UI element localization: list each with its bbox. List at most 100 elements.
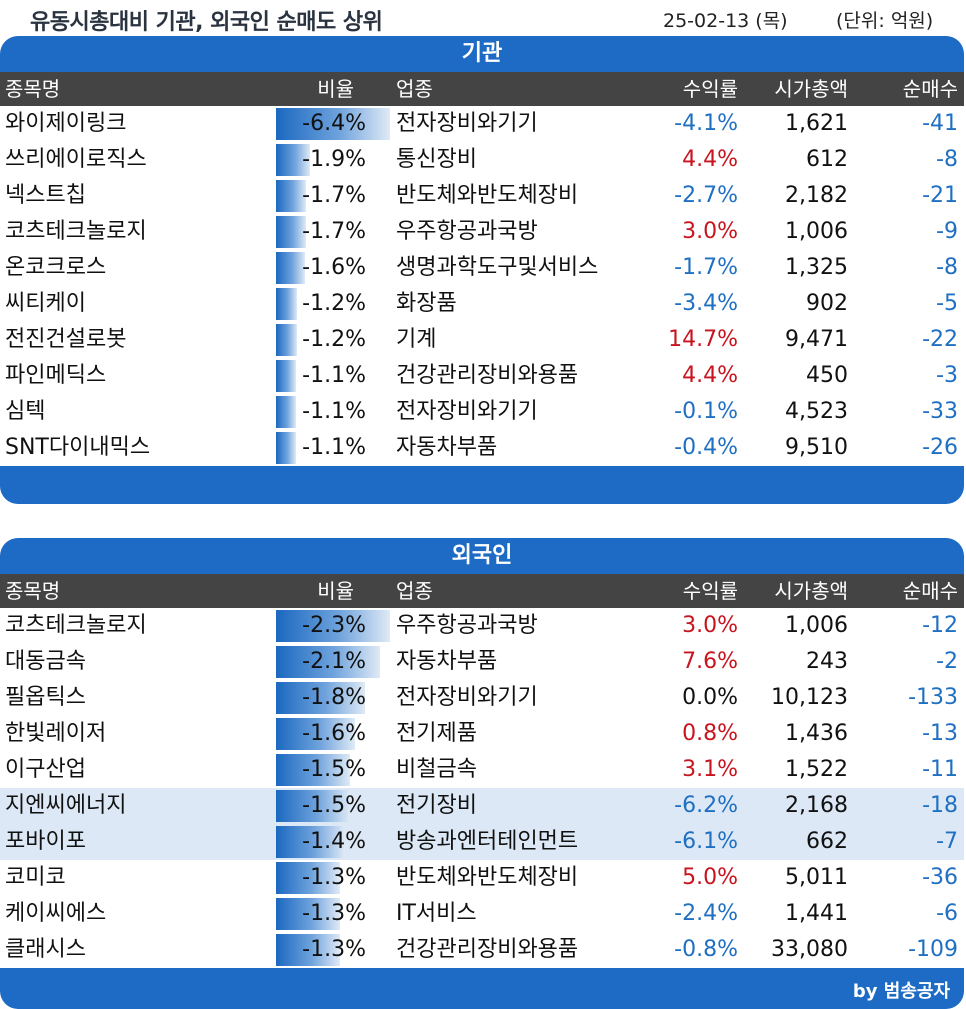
market-cap: 1,522 xyxy=(785,757,848,782)
market-cap: 902 xyxy=(806,291,848,316)
ratio-cell: -1.9% xyxy=(276,142,390,178)
industry: 전자장비와기기 xyxy=(396,111,538,136)
return-value: -3.4% xyxy=(674,291,738,316)
net-buy: -13 xyxy=(922,721,958,746)
net-buy: -3 xyxy=(936,363,958,388)
market-cap: 33,080 xyxy=(771,937,848,962)
panel-footer xyxy=(0,466,964,500)
credit-text: by 범송공자 xyxy=(852,981,950,1002)
header-net: 순매수 xyxy=(902,77,958,101)
ratio-cell: -1.3% xyxy=(276,932,390,968)
table-row: 심텍 -1.1% 전자장비와기기 -0.1% 4,523 -33 xyxy=(0,394,964,430)
header-net: 순매수 xyxy=(902,579,958,603)
table-row: 온코크로스 -1.6% 생명과학도구및서비스 -1.7% 1,325 -8 xyxy=(0,250,964,286)
institution-panel: 기관 종목명 비율 업종 수익률 시가총액 순매수 와이제이링크 -6.4% 전자장… xyxy=(0,36,964,504)
return-value: -6.1% xyxy=(674,829,738,854)
table-row: 대동금속 -2.1% 자동차부품 7.6% 243 -2 xyxy=(0,644,964,680)
market-cap: 1,006 xyxy=(785,613,848,638)
ratio-bar xyxy=(276,180,307,212)
header-cap: 시가총액 xyxy=(774,579,848,603)
net-buy: -33 xyxy=(922,399,958,424)
table-row: 포바이포 -1.4% 방송과엔터테인먼트 -6.1% 662 -7 xyxy=(0,824,964,860)
market-cap: 9,510 xyxy=(785,435,848,460)
market-cap: 2,168 xyxy=(785,793,848,818)
ratio-bar xyxy=(276,826,346,858)
ratio-cell: -1.4% xyxy=(276,824,390,860)
table-row: 코츠테크놀로지 -1.7% 우주항공과국방 3.0% 1,006 -9 xyxy=(0,214,964,250)
ratio-cell: -6.4% xyxy=(276,106,390,142)
ratio-cell: -1.2% xyxy=(276,322,390,358)
table-header: 종목명 비율 업종 수익률 시가총액 순매수 xyxy=(0,574,964,608)
return-value: -6.2% xyxy=(674,793,738,818)
market-cap: 2,182 xyxy=(785,183,848,208)
table-row: 코미코 -1.3% 반도체와반도체장비 5.0% 5,011 -36 xyxy=(0,860,964,896)
industry: 전자장비와기기 xyxy=(396,685,538,710)
industry: 건강관리장비와용품 xyxy=(396,363,579,388)
ratio-cell: -2.3% xyxy=(276,608,390,644)
ratio-value: -1.2% xyxy=(302,291,366,316)
stock-name: SNT다이내믹스 xyxy=(5,435,151,460)
net-buy: -9 xyxy=(936,219,958,244)
header-name: 종목명 xyxy=(5,579,61,603)
stock-name: 넥스트칩 xyxy=(5,183,86,208)
ratio-cell: -1.5% xyxy=(276,788,390,824)
ratio-bar xyxy=(276,108,390,140)
table-body: 코츠테크놀로지 -2.3% 우주항공과국방 3.0% 1,006 -12 대동금속 -2.1%… xyxy=(0,608,964,968)
table-row: SNT다이내믹스 -1.1% 자동차부품 -0.4% 9,510 -26 xyxy=(0,430,964,466)
stock-name: 전진건설로봇 xyxy=(5,327,127,352)
industry: 기계 xyxy=(396,327,437,352)
stock-name: 파인메딕스 xyxy=(5,363,107,388)
ratio-bar xyxy=(276,898,341,930)
return-value: -2.7% xyxy=(674,183,738,208)
ratio-value: -6.4% xyxy=(302,111,366,136)
ratio-value: -1.1% xyxy=(302,399,366,424)
stock-name: 이구산업 xyxy=(5,757,86,782)
net-buy: -133 xyxy=(908,685,958,710)
ratio-value: -1.7% xyxy=(302,219,366,244)
return-value: 0.0% xyxy=(682,685,738,710)
market-cap: 612 xyxy=(806,147,848,172)
ratio-cell: -1.7% xyxy=(276,214,390,250)
ratio-cell: -1.8% xyxy=(276,680,390,716)
ratio-bar xyxy=(276,360,296,392)
return-value: -4.1% xyxy=(674,111,738,136)
market-cap: 1,436 xyxy=(785,721,848,746)
industry: 전기장비 xyxy=(396,793,477,818)
foreign-panel: 외국인 종목명 비율 업종 수익률 시가총액 순매수 코츠테크놀로지 -2.3% 우… xyxy=(0,538,964,1009)
ratio-bar xyxy=(276,718,356,750)
ratio-bar xyxy=(276,610,390,642)
ratio-bar xyxy=(276,754,351,786)
industry: 비철금속 xyxy=(396,757,477,782)
net-buy: -5 xyxy=(936,291,958,316)
market-cap: 243 xyxy=(806,649,848,674)
industry: 자동차부품 xyxy=(396,435,498,460)
ratio-cell: -1.1% xyxy=(276,394,390,430)
ratio-bar xyxy=(276,934,341,966)
stock-name: 온코크로스 xyxy=(5,255,107,280)
stock-name: 코츠테크놀로지 xyxy=(5,219,147,244)
ratio-value: -1.3% xyxy=(302,901,366,926)
table-row: 넥스트칩 -1.7% 반도체와반도체장비 -2.7% 2,182 -21 xyxy=(0,178,964,214)
market-cap: 10,123 xyxy=(771,685,848,710)
net-buy: -26 xyxy=(922,435,958,460)
return-value: 3.1% xyxy=(682,757,738,782)
ratio-cell: -1.3% xyxy=(276,896,390,932)
panel-footer: by 범송공자 xyxy=(0,968,964,1002)
table-row: 쓰리에이로직스 -1.9% 통신장비 4.4% 612 -8 xyxy=(0,142,964,178)
return-value: -2.4% xyxy=(674,901,738,926)
header-cap: 시가총액 xyxy=(774,77,848,101)
market-cap: 1,621 xyxy=(785,111,848,136)
ratio-value: -1.5% xyxy=(302,757,366,782)
ratio-bar xyxy=(276,646,381,678)
industry: 통신장비 xyxy=(396,147,477,172)
ratio-cell: -1.3% xyxy=(276,860,390,896)
return-value: 14.7% xyxy=(668,327,738,352)
ratio-value: -1.6% xyxy=(302,255,366,280)
market-cap: 1,006 xyxy=(785,219,848,244)
stock-name: 클래시스 xyxy=(5,937,86,962)
net-buy: -36 xyxy=(922,865,958,890)
market-cap: 9,471 xyxy=(785,327,848,352)
market-cap: 662 xyxy=(806,829,848,854)
stock-name: 케이씨에스 xyxy=(5,901,107,926)
net-buy: -12 xyxy=(922,613,958,638)
